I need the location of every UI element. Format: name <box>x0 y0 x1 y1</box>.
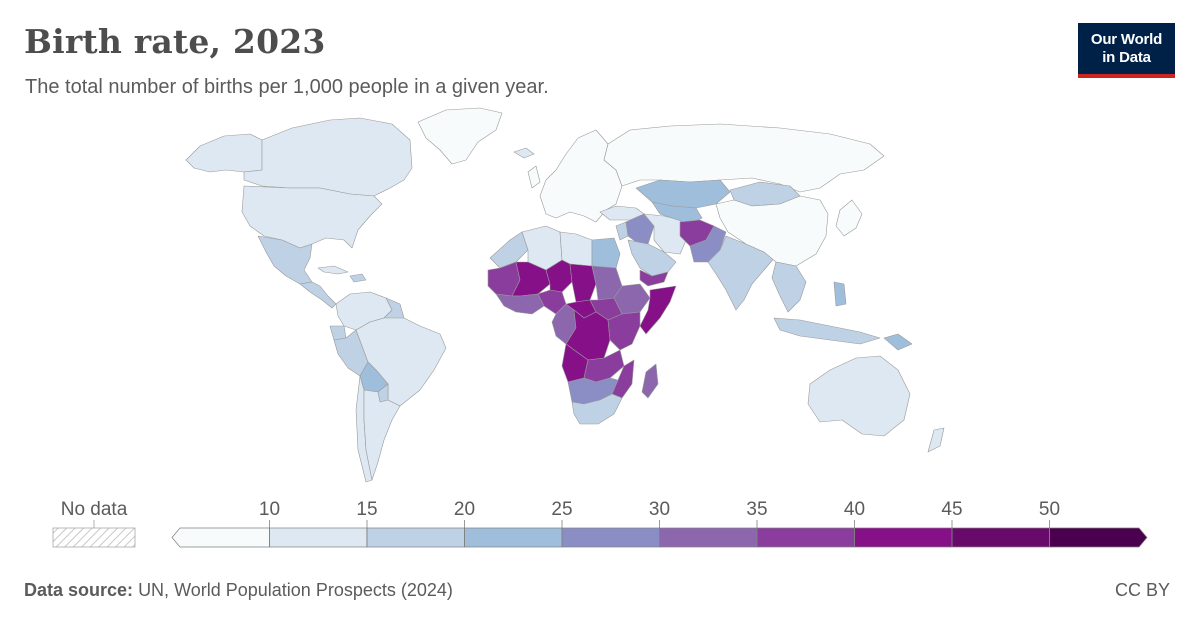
map-region-russia[interactable] <box>603 123 885 193</box>
legend-bin[interactable] <box>269 527 368 548</box>
logo-line-1: Our World <box>1090 30 1163 48</box>
legend-tick-label: 50 <box>1039 499 1060 520</box>
logo-line-2: in Data <box>1102 48 1151 66</box>
map-region-indonesia[interactable] <box>773 317 881 345</box>
map-region-greenland[interactable] <box>417 107 503 165</box>
legend-tick-label: 45 <box>941 499 962 520</box>
map-region-china[interactable] <box>715 195 829 267</box>
chart-subtitle: The total number of births per 1,000 peo… <box>25 76 549 98</box>
legend-bin[interactable] <box>951 527 1050 548</box>
chart-title: Birth rate, 2023 <box>24 22 326 61</box>
legend-tick-label: 40 <box>844 499 865 520</box>
legend-ticks: 10 15 20 25 30 35 40 45 50 <box>259 499 1060 547</box>
legend-tick-label: 15 <box>356 499 377 520</box>
legend-bin[interactable] <box>171 527 270 548</box>
color-legend: No data 10 15 20 25 30 35 40 45 50 <box>52 499 1148 548</box>
legend-tick-label: 30 <box>649 499 670 520</box>
world-map <box>0 100 1200 490</box>
legend-tick-label: 35 <box>746 499 767 520</box>
legend-tick-label: 25 <box>551 499 572 520</box>
legend-no-data-label: No data <box>61 499 128 520</box>
map-region-caribbean-islands[interactable] <box>349 273 367 283</box>
map-region-india[interactable] <box>707 235 777 311</box>
map-region-cuba[interactable] <box>317 265 349 275</box>
map-region-madagascar[interactable] <box>641 363 659 399</box>
legend-tick-label: 20 <box>454 499 475 520</box>
map-region-south-africa[interactable] <box>571 393 623 425</box>
legend-bin[interactable] <box>659 527 758 548</box>
license[interactable]: CC BY <box>1114 580 1170 600</box>
map-region-uk[interactable] <box>527 165 541 189</box>
legend-no-data-swatch <box>52 527 136 548</box>
map-region-iceland[interactable] <box>513 147 535 159</box>
legend-bin[interactable] <box>561 527 660 548</box>
map-region-niger[interactable] <box>545 259 573 293</box>
map-region-philippines[interactable] <box>833 281 847 307</box>
map-region-egypt[interactable] <box>591 237 621 269</box>
legend-bin[interactable] <box>1049 527 1148 548</box>
map-region-east-africa[interactable] <box>607 311 641 351</box>
map-region-australia[interactable] <box>807 355 911 437</box>
map-region-canada[interactable] <box>243 117 413 197</box>
map-region-yemen[interactable] <box>639 269 669 287</box>
map-region-southeast-asia[interactable] <box>771 261 807 313</box>
source-label: Data source: <box>24 580 134 600</box>
map-region-mexico[interactable] <box>257 235 313 285</box>
legend-tick-label: 10 <box>259 499 280 520</box>
map-region-somalia[interactable] <box>639 285 677 335</box>
legend-bin[interactable] <box>464 527 563 548</box>
legend-bin[interactable] <box>366 527 465 548</box>
legend-bin[interactable] <box>854 527 953 548</box>
map-region-new-zealand[interactable] <box>927 427 945 453</box>
owid-logo[interactable]: Our World in Data <box>1078 23 1175 78</box>
data-source: Data source: UN, World Population Prospe… <box>24 580 453 601</box>
map-region-japan-korea[interactable] <box>835 199 863 237</box>
map-region-papua-new-guinea[interactable] <box>883 333 913 351</box>
map-region-united-states[interactable] <box>241 185 383 249</box>
map-region-argentina[interactable] <box>363 389 401 481</box>
source-text: UN, World Population Prospects (2024) <box>138 580 453 600</box>
legend-bin[interactable] <box>756 527 855 548</box>
